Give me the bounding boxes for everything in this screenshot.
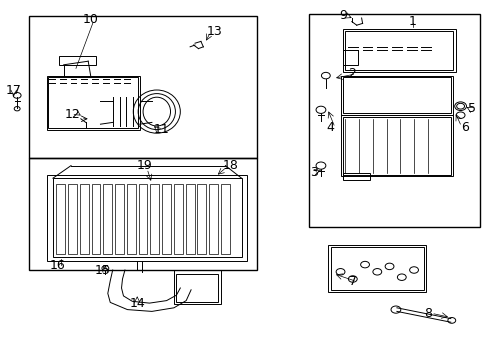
- Text: 16: 16: [50, 259, 66, 272]
- Bar: [174, 270, 220, 304]
- Bar: [162, 184, 171, 254]
- Bar: [56, 184, 65, 254]
- Bar: [343, 173, 370, 180]
- Text: 3: 3: [310, 166, 318, 179]
- Text: 8: 8: [424, 307, 432, 320]
- Bar: [48, 77, 138, 128]
- Bar: [341, 115, 453, 176]
- Bar: [68, 184, 77, 254]
- Bar: [53, 178, 242, 257]
- Bar: [29, 16, 257, 158]
- Text: 10: 10: [83, 13, 98, 26]
- Text: 5: 5: [468, 102, 476, 114]
- Bar: [328, 245, 426, 292]
- Bar: [80, 184, 89, 254]
- Text: 13: 13: [207, 25, 222, 38]
- Bar: [103, 184, 112, 254]
- Bar: [92, 184, 100, 254]
- Bar: [47, 175, 247, 261]
- Text: 4: 4: [327, 121, 335, 134]
- Bar: [343, 117, 451, 175]
- Bar: [47, 76, 140, 130]
- Text: 17: 17: [6, 84, 22, 96]
- Bar: [331, 247, 424, 290]
- Text: 6: 6: [462, 121, 469, 134]
- Text: 15: 15: [95, 264, 111, 277]
- Text: 2: 2: [348, 67, 356, 80]
- Text: 19: 19: [137, 159, 152, 172]
- Bar: [345, 31, 453, 70]
- Bar: [150, 184, 159, 254]
- Text: 1: 1: [409, 15, 417, 28]
- Bar: [29, 158, 257, 270]
- Bar: [139, 184, 147, 254]
- Text: 14: 14: [129, 297, 145, 310]
- Bar: [343, 50, 358, 65]
- Bar: [127, 184, 136, 254]
- Bar: [309, 14, 480, 227]
- Bar: [174, 184, 183, 254]
- Bar: [186, 184, 195, 254]
- Text: 9: 9: [339, 9, 347, 22]
- Bar: [115, 184, 124, 254]
- Bar: [343, 77, 451, 113]
- Bar: [59, 56, 96, 65]
- Text: 18: 18: [222, 159, 238, 172]
- Text: 12: 12: [65, 108, 80, 121]
- Text: 7: 7: [349, 275, 357, 288]
- Text: 11: 11: [154, 123, 170, 136]
- Bar: [176, 274, 218, 302]
- Bar: [343, 29, 456, 72]
- Bar: [341, 76, 453, 115]
- Bar: [197, 184, 206, 254]
- Bar: [221, 184, 230, 254]
- Bar: [209, 184, 218, 254]
